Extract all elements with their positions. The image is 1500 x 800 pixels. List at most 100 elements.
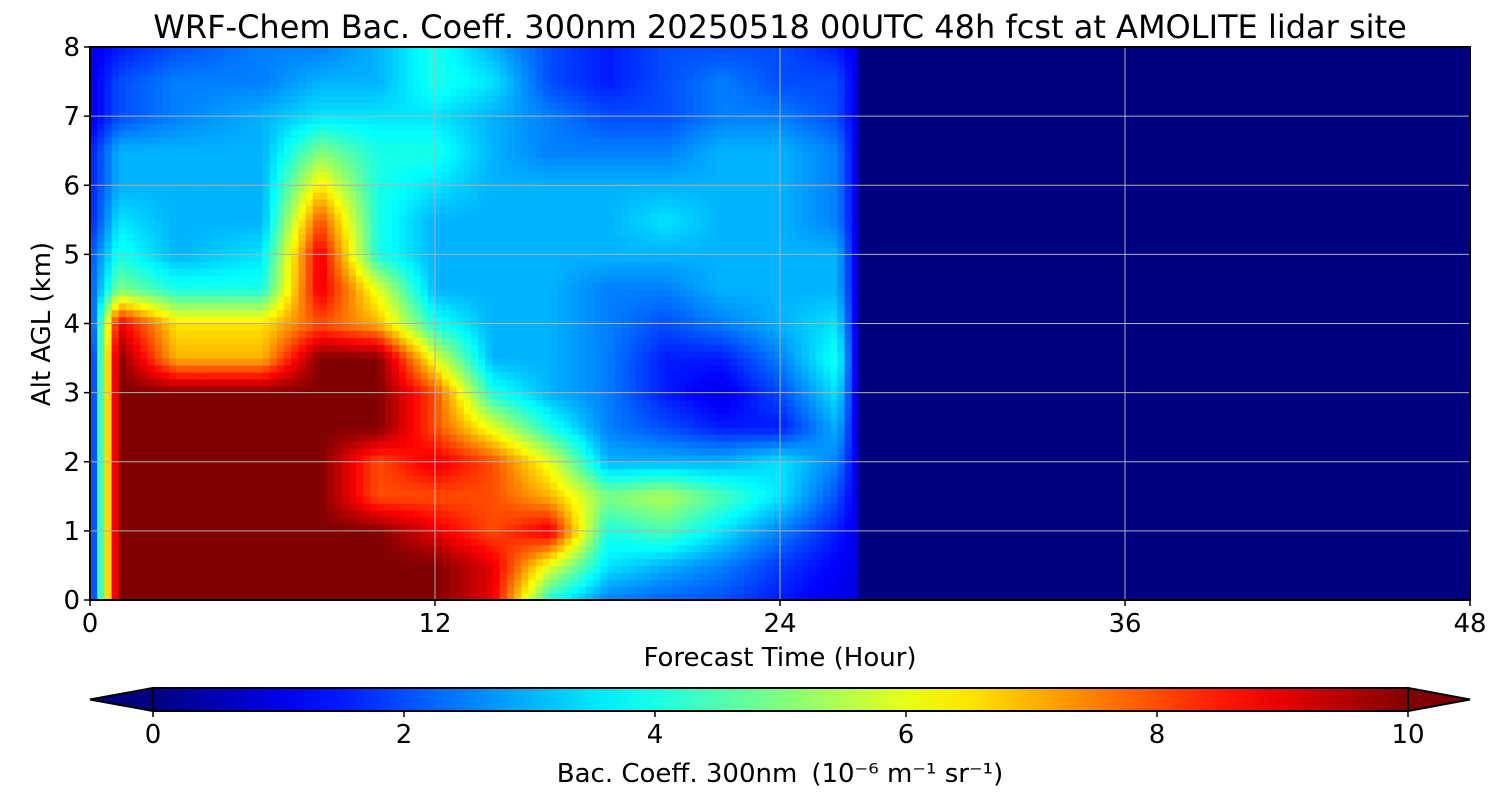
heatmap-cell (298, 150, 307, 159)
heatmap-cell (111, 53, 120, 62)
heatmap-cell (427, 116, 436, 124)
heatmap-cell (499, 351, 508, 359)
heatmap-cell (111, 95, 120, 103)
heatmap-cell (470, 434, 479, 442)
heatmap-cell (240, 593, 249, 600)
heatmap-cell (499, 503, 508, 511)
heatmap-cell (111, 468, 120, 477)
heatmap-cell (190, 551, 199, 560)
heatmap-cell (449, 323, 458, 332)
heatmap-cell (262, 337, 271, 345)
heatmap-cell (104, 295, 113, 304)
heatmap-cell (169, 316, 177, 325)
heatmap-cell (226, 392, 235, 401)
heatmap-cell (276, 323, 285, 332)
heatmap-cell (399, 475, 407, 484)
heatmap-cell (384, 129, 393, 138)
heatmap-cell (334, 171, 343, 179)
heatmap-cell (133, 544, 141, 553)
heatmap-cell (348, 454, 357, 463)
heatmap-cell (147, 496, 156, 504)
heatmap-cell (190, 171, 199, 179)
heatmap-cell (125, 205, 134, 214)
heatmap-cell (169, 344, 177, 352)
heatmap-cell (212, 475, 220, 484)
heatmap-cell (348, 205, 357, 214)
heatmap-cell (363, 378, 371, 387)
heatmap-cell (420, 136, 429, 145)
heatmap-cell (485, 496, 494, 504)
heatmap-cell (521, 316, 530, 325)
heatmap-cell (269, 468, 278, 477)
heatmap-cell (399, 427, 407, 435)
heatmap-cell (240, 337, 249, 345)
heatmap-cell (161, 205, 170, 214)
heatmap-cell (514, 441, 522, 449)
heatmap-cell (240, 129, 249, 138)
heatmap-cell (463, 434, 472, 442)
heatmap-cell (420, 461, 429, 470)
heatmap-cell (435, 427, 443, 435)
heatmap-cell (384, 268, 393, 276)
heatmap-cell (140, 67, 149, 76)
heatmap-cell (97, 344, 105, 352)
heatmap-cell (140, 185, 149, 193)
heatmap-cell (370, 302, 379, 311)
heatmap-cell (413, 399, 422, 408)
heatmap-cell (449, 510, 458, 518)
heatmap-cell (154, 67, 163, 76)
heatmap-cell (420, 205, 429, 214)
heatmap-cell (463, 489, 472, 497)
heatmap-cell (320, 67, 328, 76)
heatmap-cell (161, 475, 170, 484)
heatmap-cell (492, 441, 501, 449)
heatmap-cell (312, 74, 321, 83)
heatmap-cell (391, 129, 400, 138)
heatmap-cell (97, 240, 105, 249)
heatmap-cell (399, 351, 407, 359)
heatmap-cell (240, 171, 249, 179)
heatmap-cell (133, 406, 141, 414)
heatmap-cell (449, 461, 458, 470)
heatmap-cell (499, 586, 508, 594)
heatmap-cell (348, 523, 357, 532)
heatmap-cell (276, 254, 285, 262)
heatmap-cell (169, 178, 177, 186)
heatmap-cell (133, 523, 141, 532)
heatmap-cell (528, 392, 537, 401)
heatmap-cell (413, 136, 422, 145)
heatmap-cell (154, 178, 163, 186)
heatmap-cell (226, 150, 235, 159)
heatmap-cell (528, 447, 537, 456)
heatmap-cell (133, 226, 141, 235)
heatmap-cell (183, 261, 192, 269)
heatmap-cell (183, 275, 192, 283)
heatmap-cell (391, 558, 400, 567)
heatmap-cell (190, 572, 199, 580)
heatmap-cell (327, 164, 335, 173)
heatmap-cell (125, 420, 134, 428)
heatmap-cell (420, 378, 429, 387)
heatmap-cell (169, 226, 177, 235)
heatmap-cell (176, 136, 185, 145)
heatmap-cell (391, 337, 400, 345)
heatmap-cell (233, 247, 242, 255)
heatmap-cell (413, 586, 422, 594)
heatmap-cell (334, 129, 343, 138)
heatmap-cell (334, 496, 343, 504)
heatmap-cell (435, 551, 443, 560)
heatmap-cell (341, 392, 350, 401)
heatmap-cell (320, 489, 328, 497)
heatmap-cell (485, 461, 494, 470)
heatmap-cell (334, 544, 343, 553)
heatmap-cell (341, 116, 350, 124)
heatmap-cell (363, 434, 371, 442)
heatmap-cell (118, 572, 127, 580)
heatmap-cell (226, 586, 235, 594)
heatmap-cell (255, 102, 264, 110)
heatmap-cell (212, 123, 220, 131)
heatmap-cell (514, 212, 522, 221)
heatmap-cell (169, 109, 177, 117)
heatmap-cell (212, 565, 220, 573)
heatmap-cell (125, 67, 134, 76)
